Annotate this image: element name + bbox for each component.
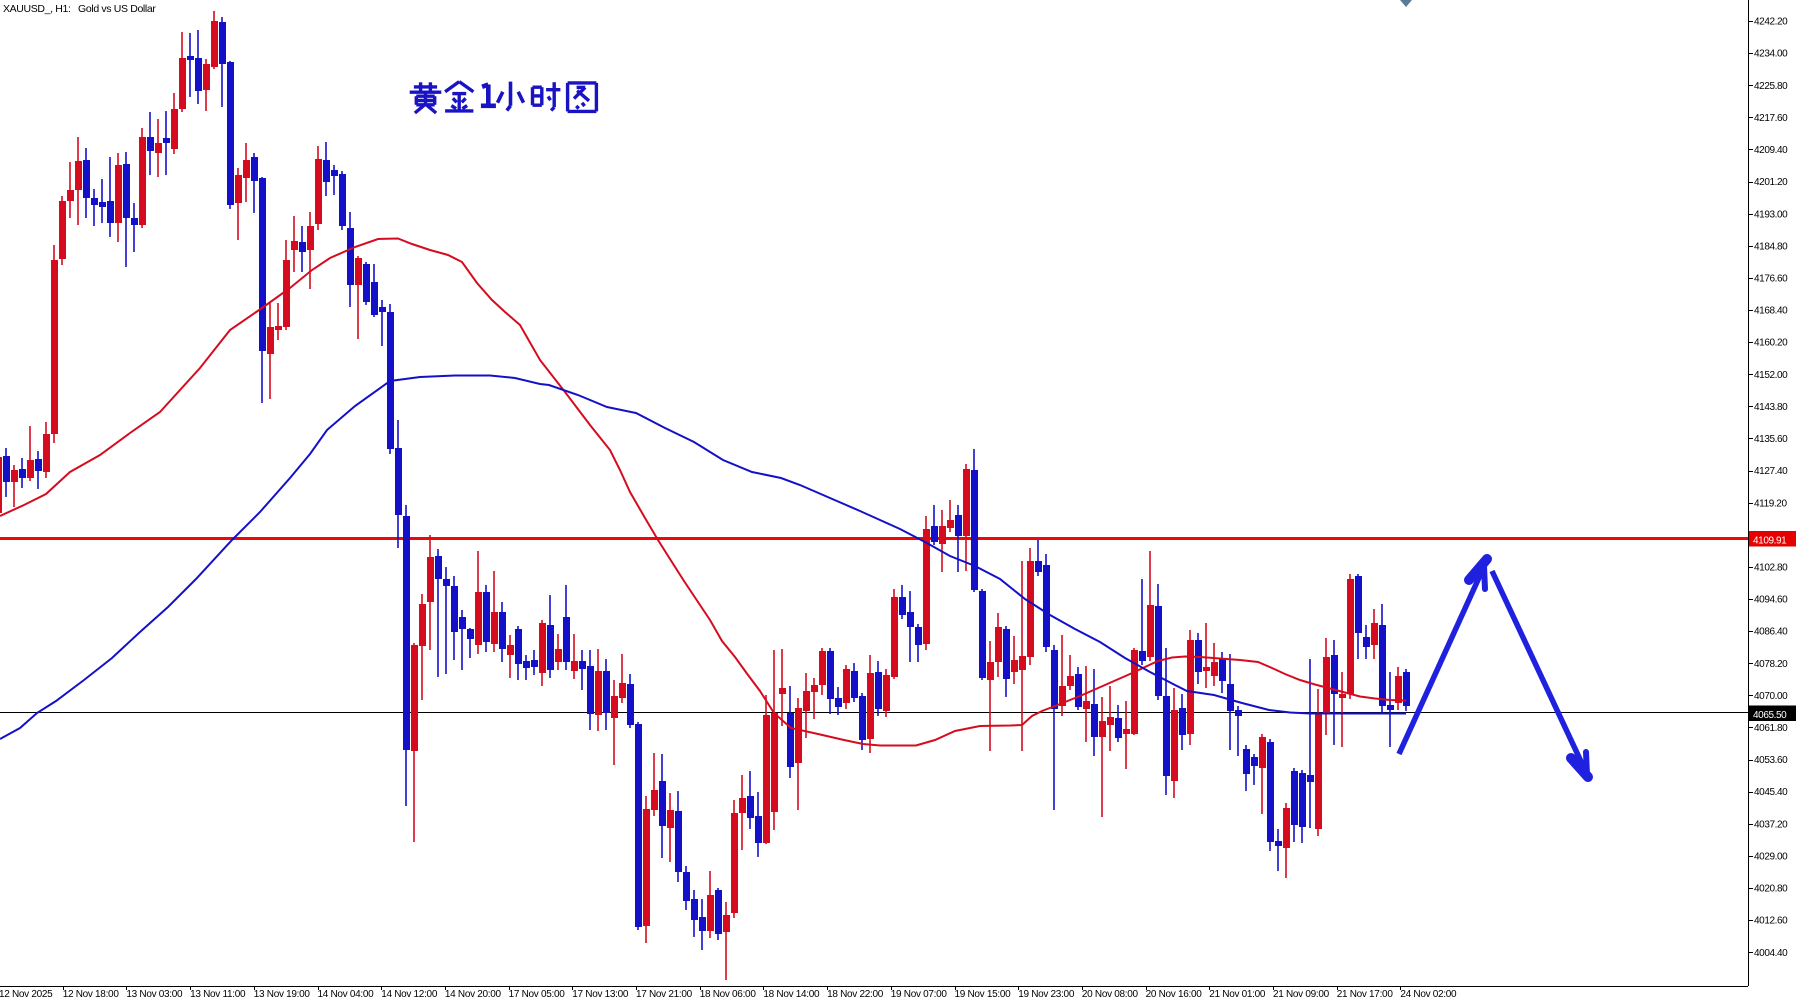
svg-text:21 Nov 09:00: 21 Nov 09:00: [1273, 989, 1330, 999]
svg-text:4086.40: 4086.40: [1754, 627, 1788, 638]
svg-text:4065.50: 4065.50: [1753, 710, 1787, 721]
svg-text:18 Nov 06:00: 18 Nov 06:00: [700, 989, 757, 999]
svg-text:13 Nov 11:00: 13 Nov 11:00: [190, 989, 246, 999]
svg-text:4234.00: 4234.00: [1754, 49, 1788, 60]
svg-text:4152.00: 4152.00: [1754, 370, 1788, 381]
svg-text:13 Nov 03:00: 13 Nov 03:00: [126, 989, 183, 999]
svg-text:4217.60: 4217.60: [1754, 113, 1788, 124]
svg-text:24 Nov 02:00: 24 Nov 02:00: [1400, 989, 1457, 999]
svg-text:4070.00: 4070.00: [1754, 691, 1788, 702]
svg-text:4127.40: 4127.40: [1754, 466, 1788, 477]
svg-text:4094.60: 4094.60: [1754, 595, 1788, 606]
svg-text:4184.80: 4184.80: [1754, 241, 1788, 252]
svg-text:4168.40: 4168.40: [1754, 306, 1788, 317]
svg-text:4053.60: 4053.60: [1754, 755, 1788, 766]
svg-text:4225.80: 4225.80: [1754, 81, 1788, 92]
svg-text:19 Nov 07:00: 19 Nov 07:00: [891, 989, 948, 999]
svg-text:4176.60: 4176.60: [1754, 274, 1788, 285]
svg-text:4012.60: 4012.60: [1754, 916, 1788, 927]
svg-text:21 Nov 17:00: 21 Nov 17:00: [1337, 989, 1394, 999]
svg-text:4045.40: 4045.40: [1754, 787, 1788, 798]
svg-text:4029.00: 4029.00: [1754, 852, 1788, 863]
svg-text:4135.60: 4135.60: [1754, 434, 1788, 445]
svg-text:20 Nov 16:00: 20 Nov 16:00: [1146, 989, 1203, 999]
svg-text:17 Nov 13:00: 17 Nov 13:00: [572, 989, 629, 999]
svg-text:4119.20: 4119.20: [1754, 498, 1787, 509]
svg-text:13 Nov 19:00: 13 Nov 19:00: [254, 989, 311, 999]
svg-text:14 Nov 12:00: 14 Nov 12:00: [381, 989, 438, 999]
svg-text:4102.80: 4102.80: [1754, 563, 1788, 574]
svg-text:14 Nov 20:00: 14 Nov 20:00: [445, 989, 502, 999]
svg-text:12 Nov 18:00: 12 Nov 18:00: [63, 989, 120, 999]
svg-text:4061.80: 4061.80: [1754, 723, 1788, 734]
svg-text:XAUUSD_, H1: Gold vs US Dolla: XAUUSD_, H1: Gold vs US Dollar: [3, 3, 156, 15]
svg-text:19 Nov 15:00: 19 Nov 15:00: [955, 989, 1012, 999]
svg-text:4143.80: 4143.80: [1754, 402, 1788, 413]
svg-text:4201.20: 4201.20: [1754, 177, 1788, 188]
svg-text:12 Nov 2025: 12 Nov 2025: [0, 989, 53, 999]
svg-text:4209.40: 4209.40: [1754, 145, 1788, 156]
svg-text:4020.80: 4020.80: [1754, 884, 1788, 895]
svg-text:18 Nov 14:00: 18 Nov 14:00: [763, 989, 820, 999]
svg-text:17 Nov 05:00: 17 Nov 05:00: [509, 989, 566, 999]
svg-text:4004.40: 4004.40: [1754, 948, 1788, 959]
svg-text:17 Nov 21:00: 17 Nov 21:00: [636, 989, 693, 999]
svg-text:4078.20: 4078.20: [1754, 659, 1788, 670]
svg-text:18 Nov 22:00: 18 Nov 22:00: [827, 989, 884, 999]
svg-text:21 Nov 01:00: 21 Nov 01:00: [1209, 989, 1266, 999]
svg-text:4242.20: 4242.20: [1754, 17, 1788, 28]
svg-text:4193.00: 4193.00: [1754, 209, 1788, 220]
svg-text:4160.20: 4160.20: [1754, 338, 1788, 349]
svg-text:4109.91: 4109.91: [1753, 536, 1787, 547]
svg-text:14 Nov 04:00: 14 Nov 04:00: [318, 989, 375, 999]
svg-text:4037.20: 4037.20: [1754, 819, 1788, 830]
svg-text:20 Nov 08:00: 20 Nov 08:00: [1082, 989, 1139, 999]
svg-text:19 Nov 23:00: 19 Nov 23:00: [1018, 989, 1075, 999]
